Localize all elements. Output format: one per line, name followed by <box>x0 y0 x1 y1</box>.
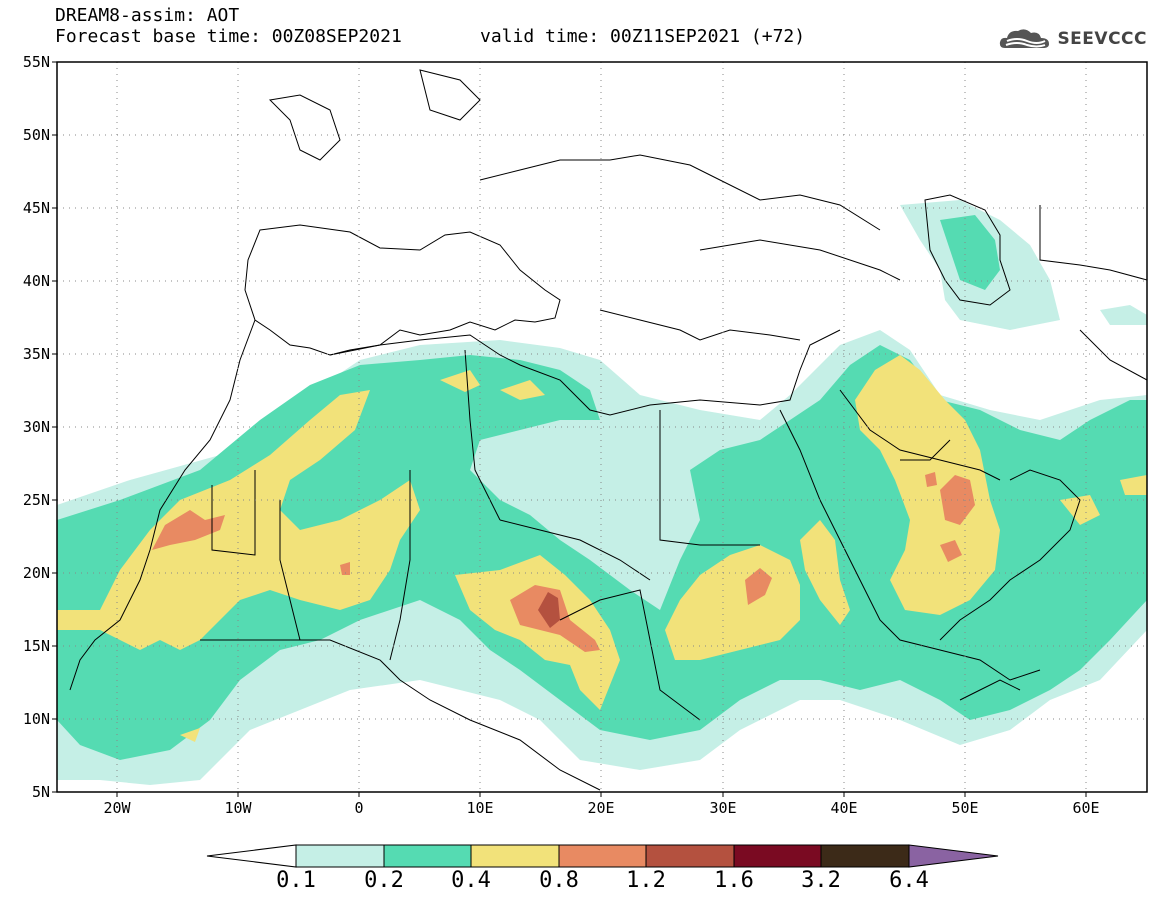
tick-marks <box>52 61 1087 797</box>
lat-label: 45N <box>23 199 50 217</box>
lon-label: 60E <box>1072 799 1099 817</box>
seevccc-logo: SEEVCCC <box>997 26 1147 52</box>
valid-time: valid time: 00Z11SEP2021 (+72) <box>480 26 806 47</box>
colorbar-label: 0.1 <box>276 868 316 893</box>
latitude-labels: 55N 50N 45N 40N 35N 30N 25N 20N 15N 10N … <box>23 53 50 801</box>
colorbar-label: 3.2 <box>801 868 841 893</box>
colorbar-segment <box>470 844 560 868</box>
logo-text: SEEVCCC <box>1057 29 1147 49</box>
aot-level-1-2 <box>538 592 560 628</box>
lat-label: 50N <box>23 126 50 144</box>
product-title: DREAM8-assim: AOT <box>55 5 240 26</box>
colorbar <box>206 844 999 868</box>
colorbar-low-extend <box>206 844 297 868</box>
lat-label: 15N <box>23 637 50 655</box>
colorbar-segment <box>295 844 385 868</box>
lon-label: 50E <box>951 799 978 817</box>
lon-label: 20W <box>103 799 131 817</box>
lat-label: 40N <box>23 272 50 290</box>
aot-field <box>57 200 1147 785</box>
lat-label: 20N <box>23 564 50 582</box>
colorbar-label: 1.2 <box>626 868 666 893</box>
lon-label: 30E <box>709 799 736 817</box>
lon-label: 10E <box>466 799 493 817</box>
lat-label: 5N <box>32 783 50 801</box>
lat-label: 30N <box>23 418 50 436</box>
coastlines <box>69 69 1147 791</box>
lat-label: 25N <box>23 491 50 509</box>
lat-label: 35N <box>23 345 50 363</box>
lon-label: 20E <box>587 799 614 817</box>
colorbar-label: 0.8 <box>539 868 579 893</box>
lon-label: 10W <box>224 799 252 817</box>
colorbar-label: 6.4 <box>889 868 929 893</box>
colorbar-segment <box>645 844 735 868</box>
aot-level-0-4 <box>57 355 1147 742</box>
colorbar-segment <box>558 844 647 868</box>
colorbar-label: 0.2 <box>364 868 404 893</box>
colorbar-label: 0.4 <box>451 868 491 893</box>
colorbar-high-extend <box>908 844 999 868</box>
lon-label: 40E <box>830 799 857 817</box>
colorbar-segment <box>820 844 910 868</box>
lat-label: 55N <box>23 53 50 71</box>
lon-label: 0 <box>354 799 363 817</box>
colorbar-segment <box>733 844 822 868</box>
colorbar-segment <box>383 844 472 868</box>
cloud-icon <box>1000 29 1050 48</box>
forecast-base-time: Forecast base time: 00Z08SEP2021 <box>55 26 402 47</box>
colorbar-label: 1.6 <box>714 868 754 893</box>
longitude-labels: 20W 10W 0 10E 20E 30E 40E 50E 60E <box>103 799 1099 817</box>
lat-label: 10N <box>23 710 50 728</box>
